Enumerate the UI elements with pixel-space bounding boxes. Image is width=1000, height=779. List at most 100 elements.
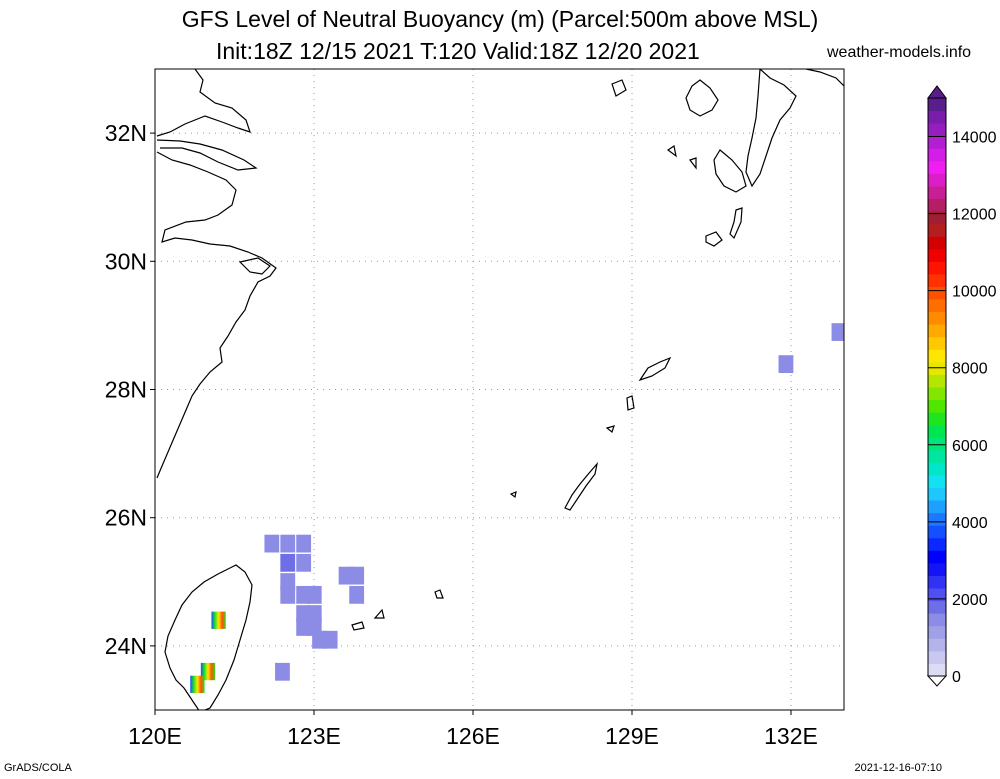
colorbar-swatch [928, 261, 946, 275]
kyushu-coastline [685, 69, 844, 193]
buoyancy-cell [349, 566, 365, 585]
buoyancy-cell [322, 630, 338, 649]
colorbar-label: 4000 [952, 515, 988, 532]
colorbar-swatch [928, 198, 946, 212]
colorbar-swatch [928, 663, 946, 677]
colorbar-label: 6000 [952, 438, 988, 455]
colorbar-swatch [928, 324, 946, 338]
colorbar-swatch [928, 387, 946, 401]
colorbar-swatch [928, 248, 946, 262]
colorbar-swatch [928, 173, 946, 187]
colorbar-swatch [928, 311, 946, 325]
colorbar-swatch [928, 211, 946, 225]
buoyancy-cell [831, 323, 844, 341]
colorbar-label: 0 [952, 669, 961, 686]
colorbar-swatch [928, 98, 946, 112]
colorbar-label: 2000 [952, 592, 988, 609]
lon-label: 129E [605, 723, 659, 749]
colorbar-swatch [928, 160, 946, 174]
colorbar-swatch [928, 537, 946, 551]
gridlines [155, 69, 844, 710]
china-coastline [156, 69, 277, 479]
colorbar-swatch [928, 412, 946, 426]
buoyancy-cell [778, 355, 794, 374]
lon-label: 132E [764, 723, 818, 749]
colorbar-label: 14000 [952, 130, 997, 147]
goto-islands [611, 79, 697, 170]
colorbar-max-arrow [927, 85, 947, 99]
colorbar-swatch [928, 474, 946, 489]
lon-label: 120E [128, 723, 182, 749]
footer-software: GrADS/COLA [4, 762, 72, 774]
lat-label: 32N [105, 120, 147, 146]
island-2 [605, 425, 615, 434]
buoyancy-field [190, 323, 844, 694]
buoyancy-cell [275, 662, 290, 681]
buoyancy-cell [280, 585, 296, 604]
colorbar-swatch [928, 512, 946, 526]
colorbar-swatch [928, 575, 946, 589]
title-line-1: GFS Level of Neutral Buoyancy (m) (Parce… [181, 6, 819, 32]
colorbar-swatch [928, 638, 946, 652]
lat-label: 30N [105, 248, 147, 274]
colorbar-min-arrow [926, 675, 948, 687]
tanegashima [729, 207, 743, 240]
colorbar-swatch [928, 550, 946, 564]
colorbar-swatch [928, 424, 946, 438]
plot-frame [154, 68, 845, 711]
island-6 [373, 608, 385, 619]
lat-label: 26N [105, 505, 147, 531]
colorbar-swatch [928, 462, 946, 476]
colorbar-swatch [928, 625, 946, 639]
colorbar-swatch [928, 399, 946, 413]
colorbar-swatch [928, 374, 946, 388]
island-4 [434, 589, 444, 599]
colorbar-swatch [928, 650, 946, 664]
latitude-axis: 32N 30N 28N 26N 24N [105, 120, 155, 659]
colorbar-label: 12000 [952, 207, 997, 224]
colorbar-label: 8000 [952, 361, 988, 378]
colorbar-swatch [928, 437, 946, 451]
colorbar-swatch [928, 600, 946, 614]
buoyancy-cell [280, 534, 296, 553]
colorbar-swatch [928, 273, 946, 287]
colorbar-swatch [928, 349, 946, 363]
coastlines [156, 69, 844, 710]
colorbar-swatch [928, 286, 946, 300]
lon-label: 126E [446, 723, 500, 749]
island-3 [509, 491, 517, 499]
lat-label: 28N [105, 377, 147, 403]
hangzhou-bay [238, 257, 271, 275]
site-credit: weather-models.info [827, 44, 972, 61]
okinawa-island [564, 461, 599, 511]
colorbar-swatch [928, 148, 946, 162]
colorbar-swatch [928, 487, 946, 501]
colorbar-swatch [928, 336, 946, 350]
chart-title: GFS Level of Neutral Buoyancy (m) (Parce… [0, 6, 1000, 33]
amami-island [638, 356, 672, 382]
buoyancy-cell [306, 585, 322, 604]
buoyancy-cell [264, 534, 280, 553]
island-1 [626, 395, 635, 411]
colorbar-swatch [928, 525, 946, 539]
buoyancy-cell [296, 534, 312, 553]
colorbar-swatch [928, 449, 946, 463]
colorbar-swatch [928, 236, 946, 250]
colorbar-swatch [928, 562, 946, 576]
colorbar-swatch [928, 588, 946, 602]
colorbar-label: 10000 [952, 284, 997, 301]
chart-subtitle: Init:18Z 12/15 2021 T:120 Valid:18Z 12/2… [216, 38, 700, 64]
longitude-axis: 120E 123E 126E 129E 132E [128, 710, 818, 749]
buoyancy-cell [280, 553, 296, 572]
buoyancy-hot-cell [190, 675, 205, 694]
buoyancy-cell [349, 585, 365, 604]
lat-label: 24N [105, 633, 147, 659]
colorbar-swatch [928, 110, 946, 124]
colorbar-swatch [928, 613, 946, 627]
colorbar: 14000 12000 10000 8000 6000 4000 2000 0 [926, 85, 997, 687]
colorbar-swatch [928, 361, 946, 375]
yakushima [705, 231, 723, 247]
footer-timestamp: 2021-12-16-07:10 [854, 762, 942, 774]
buoyancy-cell [296, 553, 312, 572]
